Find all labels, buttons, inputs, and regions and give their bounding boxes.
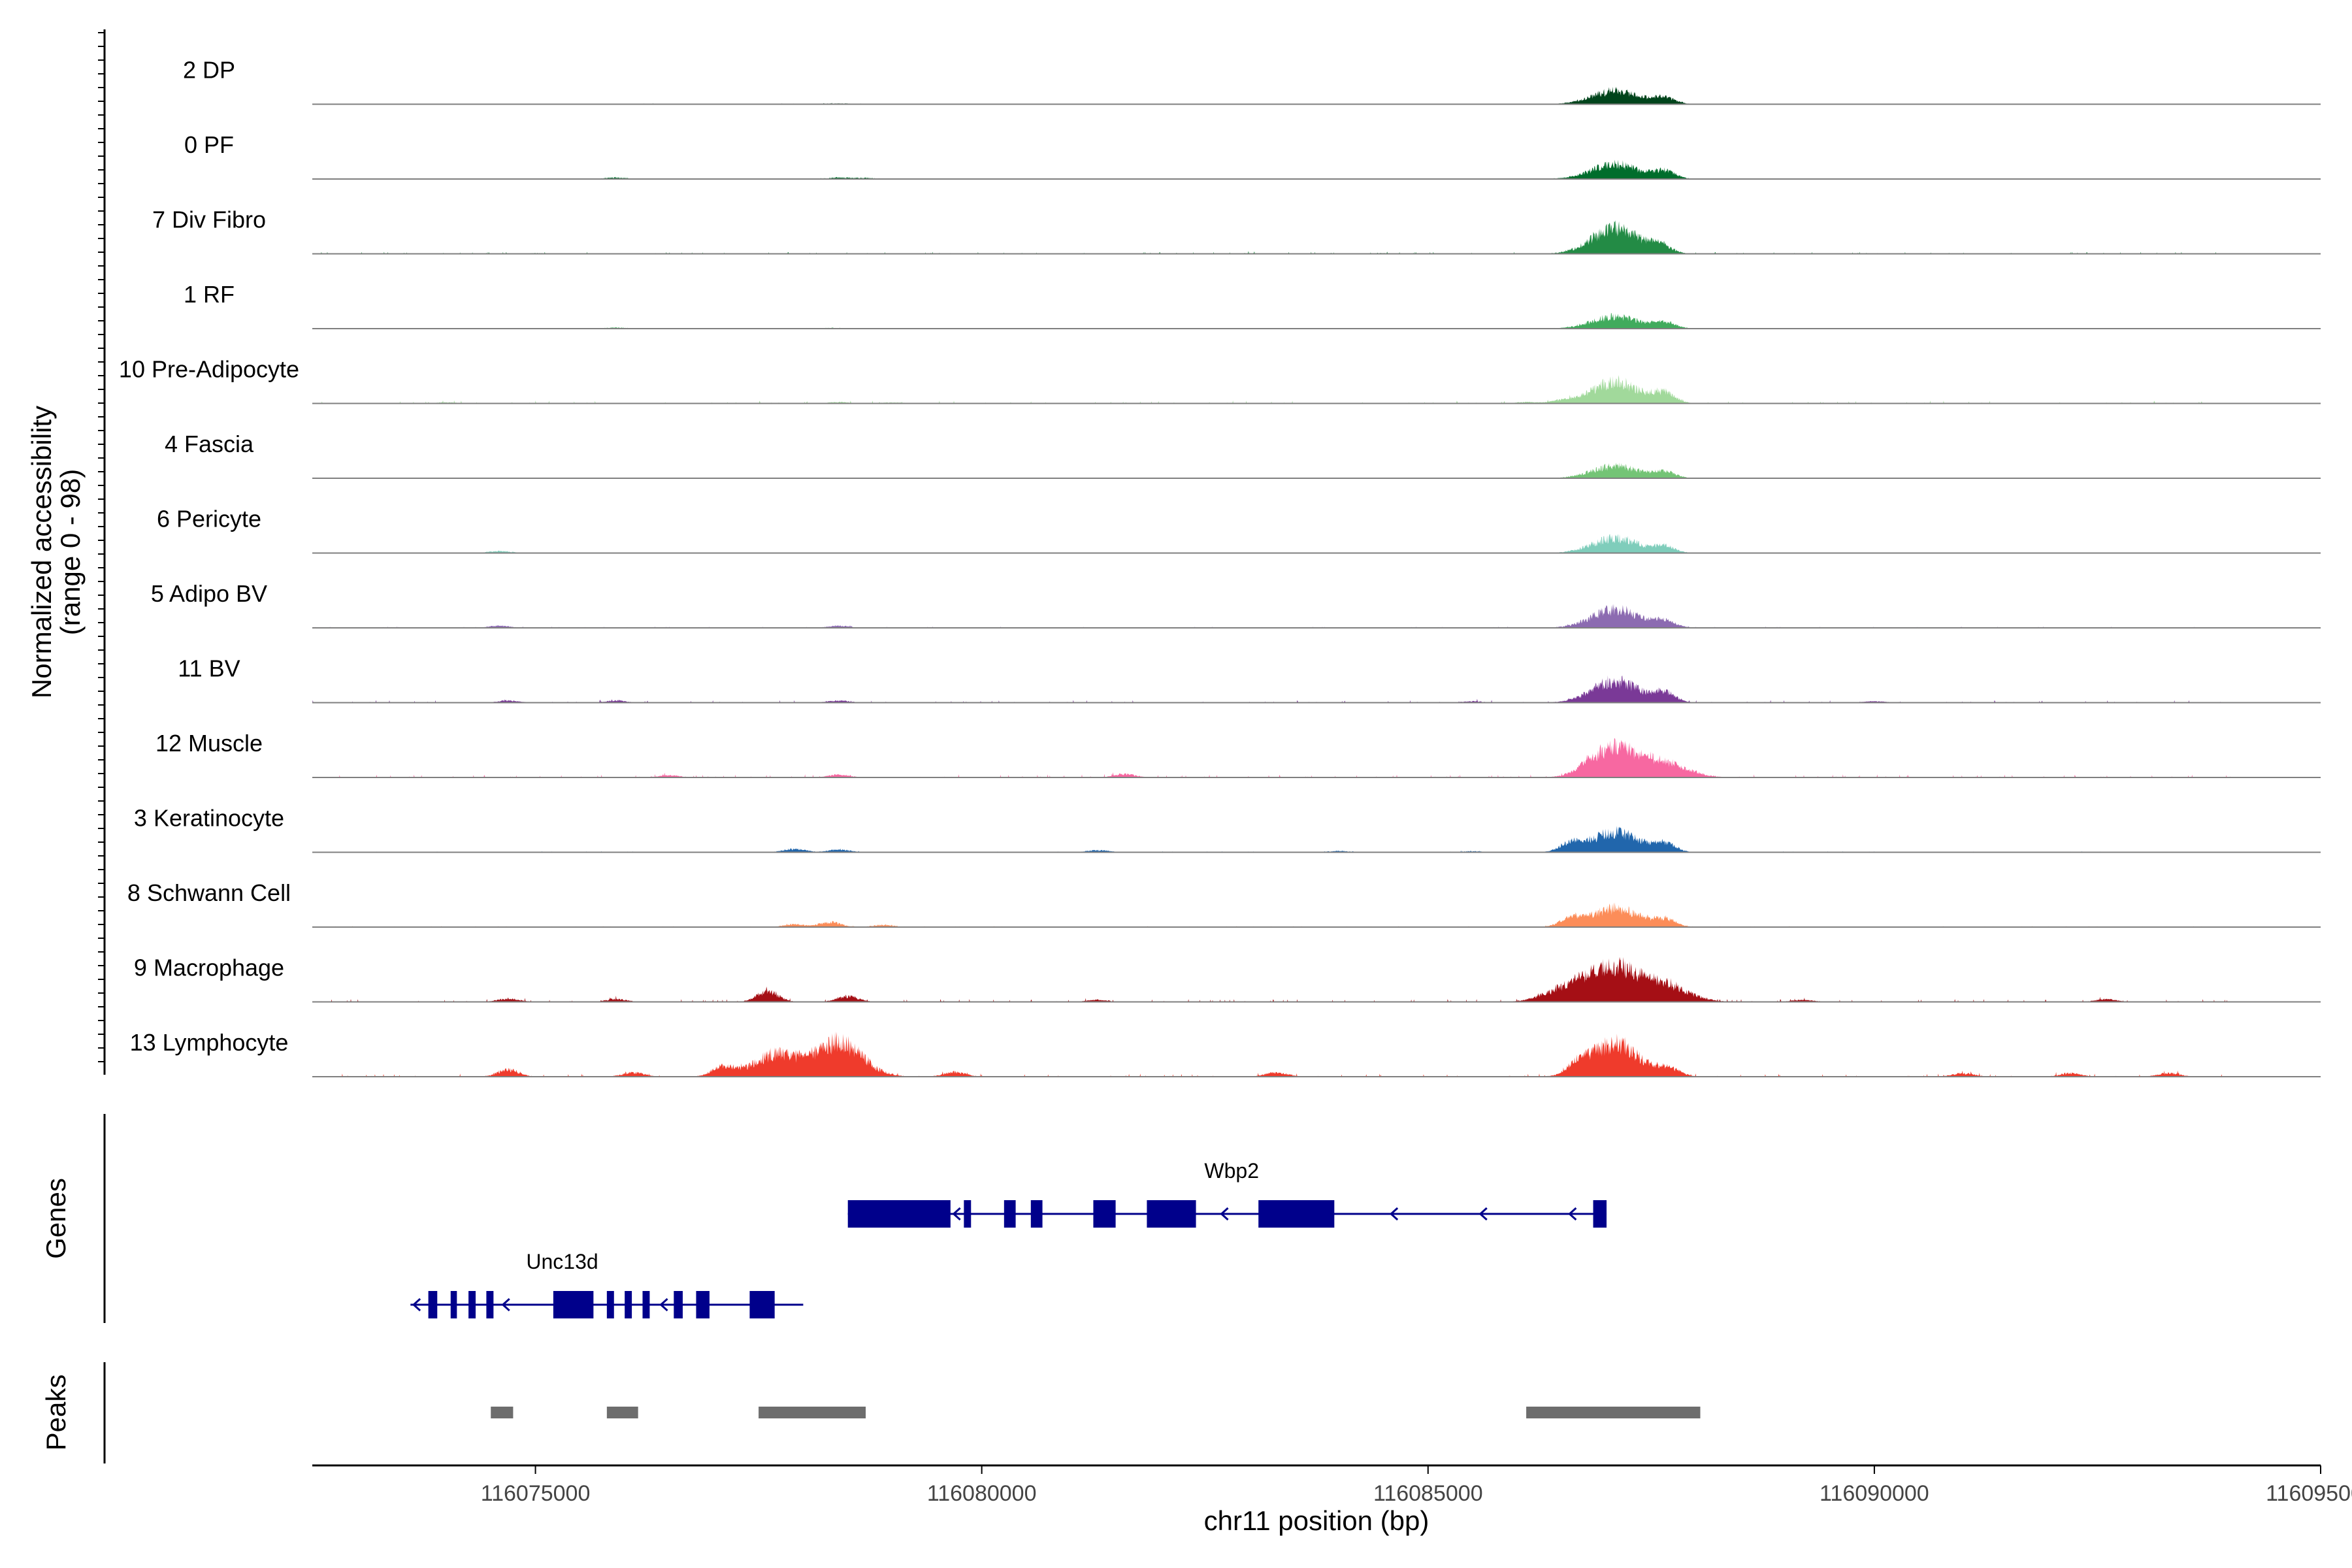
x-tick-label: 116095000 [2266, 1481, 2352, 1506]
coverage-area [312, 604, 2321, 628]
coverage-track: 4 Fascia [165, 431, 2321, 479]
track-label: 2 DP [183, 57, 235, 84]
strand-arrow [1220, 1207, 1229, 1221]
x-tick-label: 116090000 [1820, 1481, 1929, 1506]
coverage-area [312, 902, 2321, 927]
peak-region [1526, 1407, 1701, 1418]
gene-exon [674, 1291, 683, 1318]
gene-exon [1030, 1200, 1043, 1228]
gene-exon [486, 1291, 494, 1318]
gene-exon [1593, 1200, 1607, 1228]
coverage-area [312, 463, 2321, 478]
coverage-track: 7 Div Fibro [152, 206, 2321, 255]
gene-exon [749, 1291, 775, 1318]
strand-arrow [412, 1298, 421, 1312]
genes-panel: Genes Wbp2 Unc13d [41, 1114, 1607, 1323]
y-axis [98, 29, 106, 1075]
y-axis-title: Normalized accessibility [26, 406, 57, 698]
x-axis: 116075000 116080000 116085000 116090000 1160… [312, 1464, 2352, 1506]
strand-arrow [501, 1298, 510, 1312]
coverage-area [312, 738, 2321, 777]
genes-panel-label: Genes [41, 1178, 71, 1259]
track-label: 13 Lymphocyte [130, 1029, 289, 1056]
coverage-track: 2 DP [183, 57, 2321, 105]
gene-exon [847, 1200, 951, 1228]
gene-model: Unc13d [410, 1250, 804, 1318]
coverage-tracks: 2 DP 0 PF 7 Div Fibro 1 RF 10 Pre-Adipocyte 4… [119, 57, 2321, 1077]
track-label: 10 Pre-Adipocyte [119, 356, 299, 383]
track-label: 4 Fascia [165, 431, 254, 457]
coverage-area [312, 1031, 2321, 1077]
gene-exon [696, 1291, 710, 1318]
gene-exon [964, 1200, 972, 1228]
coverage-track: 5 Adipo BV [151, 580, 2321, 629]
gene-exon [606, 1291, 614, 1318]
track-label: 8 Schwann Cell [127, 879, 291, 906]
coverage-area [312, 375, 2321, 404]
strand-arrow [659, 1298, 668, 1312]
coverage-area [312, 86, 2321, 105]
gene-exon [428, 1291, 438, 1318]
gene-exon [1147, 1200, 1196, 1228]
gene-name-label: Wbp2 [1204, 1159, 1259, 1183]
gene-exon [468, 1291, 476, 1318]
gene-exon [625, 1291, 632, 1318]
coverage-track: 11 BV [178, 655, 2321, 704]
x-tick-label: 116085000 [1373, 1481, 1483, 1506]
peak-region [491, 1407, 514, 1418]
gene-model: Wbp2 [847, 1159, 1607, 1228]
peaks-panel: Peaks [41, 1362, 1701, 1463]
gene-exon [1258, 1200, 1335, 1228]
gene-exon [1093, 1200, 1116, 1228]
track-label: 9 Macrophage [134, 955, 284, 981]
track-label: 3 Keratinocyte [134, 805, 284, 832]
gene-exon [1004, 1200, 1016, 1228]
track-label: 1 RF [184, 281, 235, 308]
track-label: 7 Div Fibro [152, 206, 266, 233]
x-tick-label: 116075000 [481, 1481, 591, 1506]
coverage-track: 6 Pericyte [157, 506, 2321, 554]
coverage-track: 12 Muscle [155, 730, 2321, 778]
x-tick-label: 116080000 [927, 1481, 1037, 1506]
strand-arrow [952, 1207, 961, 1221]
gene-exon [553, 1291, 594, 1318]
gene-exon [642, 1291, 650, 1318]
y-axis-subtitle: (range 0 - 98) [55, 469, 86, 635]
coverage-area [312, 159, 2321, 179]
coverage-area [312, 534, 2321, 553]
peaks-panel-label: Peaks [41, 1375, 71, 1451]
track-label: 11 BV [178, 655, 240, 682]
coverage-area [312, 220, 2321, 254]
peak-region [606, 1407, 638, 1418]
track-label: 5 Adipo BV [151, 580, 267, 607]
coverage-track: 9 Macrophage [134, 955, 2321, 1003]
coverage-area [312, 956, 2321, 1002]
strand-arrow [1478, 1207, 1488, 1221]
gene-name-label: Unc13d [526, 1250, 598, 1273]
gene-exon [450, 1291, 457, 1318]
coverage-track: 0 PF [184, 131, 2321, 180]
coverage-area [312, 826, 2321, 853]
coverage-track: 10 Pre-Adipocyte [119, 356, 2321, 404]
strand-arrow [1568, 1207, 1577, 1221]
track-label: 0 PF [184, 131, 234, 158]
peak-region [759, 1407, 866, 1418]
coverage-track: 8 Schwann Cell [127, 879, 2321, 928]
track-label: 12 Muscle [155, 730, 263, 757]
coverage-area [312, 313, 2321, 329]
coverage-track: 13 Lymphocyte [130, 1029, 2321, 1077]
coverage-area [312, 675, 2321, 703]
coverage-track: 1 RF [184, 281, 2321, 329]
coverage-track: 3 Keratinocyte [134, 805, 2321, 853]
strand-arrow [1389, 1207, 1399, 1221]
track-label: 6 Pericyte [157, 506, 261, 532]
x-axis-title: chr11 position (bp) [1204, 1505, 1429, 1536]
